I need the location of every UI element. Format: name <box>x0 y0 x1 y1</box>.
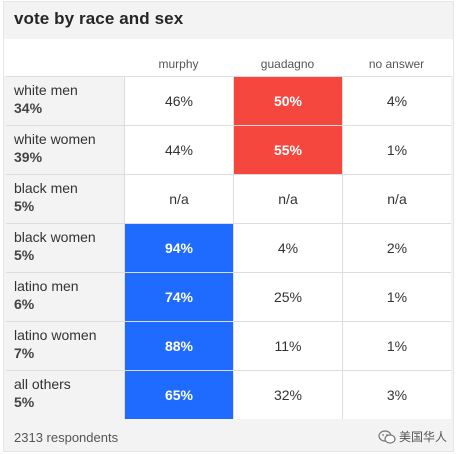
results-table: white men 34% 46% 50% 4% white women 39% 44% 55%… <box>6 76 451 419</box>
group-name: latino women <box>14 327 97 343</box>
row-label: all others 5% <box>6 371 124 419</box>
cell-murphy: 65% <box>124 371 233 419</box>
row-label: latino women 7% <box>6 322 124 370</box>
watermark: 美国华人 <box>378 428 447 445</box>
table-row: white women 39% 44% 55% 1% <box>6 125 451 174</box>
cell-guadagno: n/a <box>233 175 342 223</box>
watermark-text: 美国华人 <box>398 430 447 444</box>
cell-guadagno: 25% <box>233 273 342 321</box>
cell-murphy: 88% <box>124 322 233 370</box>
group-name: black women <box>14 229 96 245</box>
results-card: vote by race and sex murphy guadagno no … <box>3 1 454 452</box>
cell-guadagno: 4% <box>233 224 342 272</box>
group-name: all others <box>14 376 71 392</box>
cell-murphy: n/a <box>124 175 233 223</box>
table-row: latino men 6% 74% 25% 1% <box>6 272 451 321</box>
group-name: latino men <box>14 278 79 294</box>
table-row: latino women 7% 88% 11% 1% <box>6 321 451 370</box>
table-row: white men 34% 46% 50% 4% <box>6 76 451 125</box>
respondents-count: 2313 respondents <box>14 430 119 445</box>
row-label: black men 5% <box>6 175 124 223</box>
table-row: black women 5% 94% 4% 2% <box>6 223 451 272</box>
cell-guadagno: 32% <box>233 371 342 419</box>
group-share: 39% <box>14 149 43 165</box>
column-header-row: murphy guadagno no answer <box>4 39 453 76</box>
column-header-guadagno: guadagno <box>260 57 315 71</box>
cell-no-answer: 4% <box>342 77 451 125</box>
row-label: white men 34% <box>6 77 124 125</box>
cell-no-answer: 1% <box>342 126 451 174</box>
cell-murphy: 44% <box>124 126 233 174</box>
cell-no-answer: 3% <box>342 371 451 419</box>
cell-guadagno: 50% <box>233 77 342 125</box>
table-row: all others 5% 65% 32% 3% <box>6 370 451 419</box>
wechat-icon <box>378 429 396 444</box>
group-share: 34% <box>14 100 43 116</box>
group-share: 6% <box>14 296 35 312</box>
group-share: 5% <box>14 394 35 410</box>
cell-no-answer: n/a <box>342 175 451 223</box>
group-name: white men <box>14 82 78 98</box>
row-label: latino men 6% <box>6 273 124 321</box>
cell-guadagno: 11% <box>233 322 342 370</box>
card-title: vote by race and sex <box>14 9 184 28</box>
column-header-murphy: murphy <box>158 57 199 71</box>
row-label: black women 5% <box>6 224 124 272</box>
cell-no-answer: 1% <box>342 322 451 370</box>
cell-no-answer: 2% <box>342 224 451 272</box>
row-label: white women 39% <box>6 126 124 174</box>
group-name: white women <box>14 131 96 147</box>
group-share: 7% <box>14 345 35 361</box>
cell-no-answer: 1% <box>342 273 451 321</box>
cell-guadagno: 55% <box>233 126 342 174</box>
cell-murphy: 74% <box>124 273 233 321</box>
column-header-no-answer: no answer <box>368 57 425 71</box>
group-name: black men <box>14 180 78 196</box>
group-share: 5% <box>14 198 35 214</box>
table-row: black men 5% n/a n/a n/a <box>6 174 451 223</box>
cell-murphy: 94% <box>124 224 233 272</box>
group-share: 5% <box>14 247 35 263</box>
cell-murphy: 46% <box>124 77 233 125</box>
